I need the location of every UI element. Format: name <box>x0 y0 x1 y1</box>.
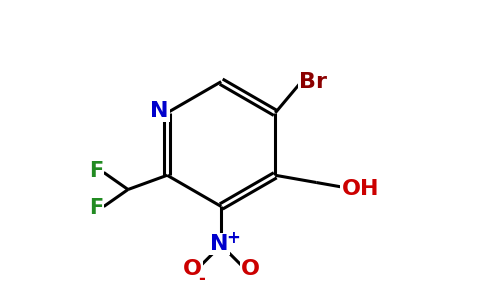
Text: Br: Br <box>300 72 328 92</box>
Text: -: - <box>198 270 205 288</box>
Text: +: + <box>226 229 240 247</box>
Text: O: O <box>242 259 260 279</box>
Text: O: O <box>182 259 202 279</box>
Text: F: F <box>89 198 104 218</box>
Text: OH: OH <box>342 179 379 199</box>
Text: F: F <box>89 161 104 181</box>
Text: N: N <box>151 101 169 122</box>
Text: N: N <box>211 234 229 254</box>
